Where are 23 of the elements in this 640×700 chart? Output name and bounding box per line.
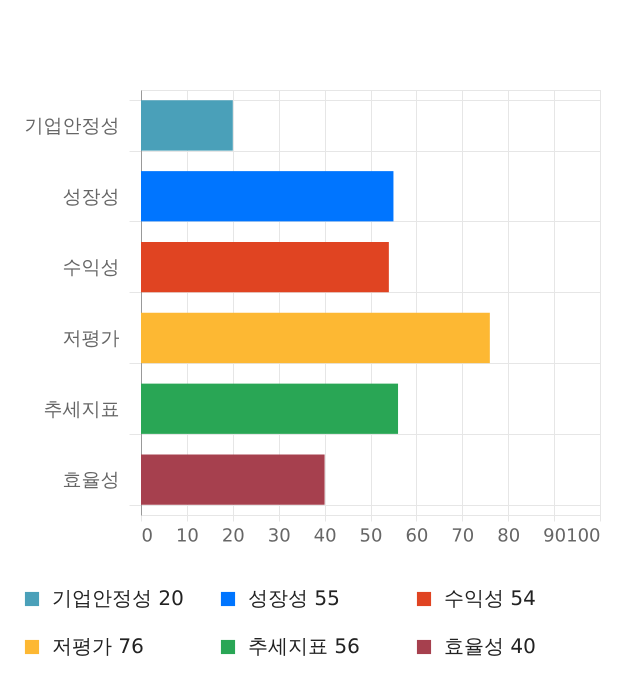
x-tick-label: 30 — [268, 526, 291, 546]
x-tick-label: 90 — [543, 526, 566, 546]
legend-label: 효율성 40 — [444, 634, 536, 658]
x-tick-label: 70 — [451, 526, 474, 546]
legend-label: 기업안정성 20 — [52, 586, 184, 610]
y-tick-label: 효율성 — [62, 469, 120, 492]
legend-label: 저평가 76 — [52, 634, 144, 658]
x-tick-label: 50 — [360, 526, 382, 546]
y-tick-label: 추세지표 — [44, 398, 120, 420]
y-tick-label: 수익성 — [62, 256, 120, 279]
x-tick-label: 100 — [566, 526, 600, 546]
x-tick-label: 40 — [314, 526, 337, 546]
legend-label: 추세지표 56 — [248, 634, 360, 658]
x-tick-label: 10 — [176, 526, 199, 546]
y-tick-label: 성장성 — [62, 186, 120, 208]
x-tick-label: 80 — [497, 526, 520, 546]
legend-label: 성장성 55 — [248, 586, 340, 610]
y-tick-label: 저평가 — [62, 327, 120, 350]
y-tick-label: 기업안정성 — [24, 114, 120, 137]
x-tick-label: 0 — [142, 526, 153, 546]
x-tick-label: 60 — [405, 526, 428, 546]
x-tick-label: 20 — [222, 526, 245, 546]
legend-label: 수익성 54 — [444, 586, 536, 610]
